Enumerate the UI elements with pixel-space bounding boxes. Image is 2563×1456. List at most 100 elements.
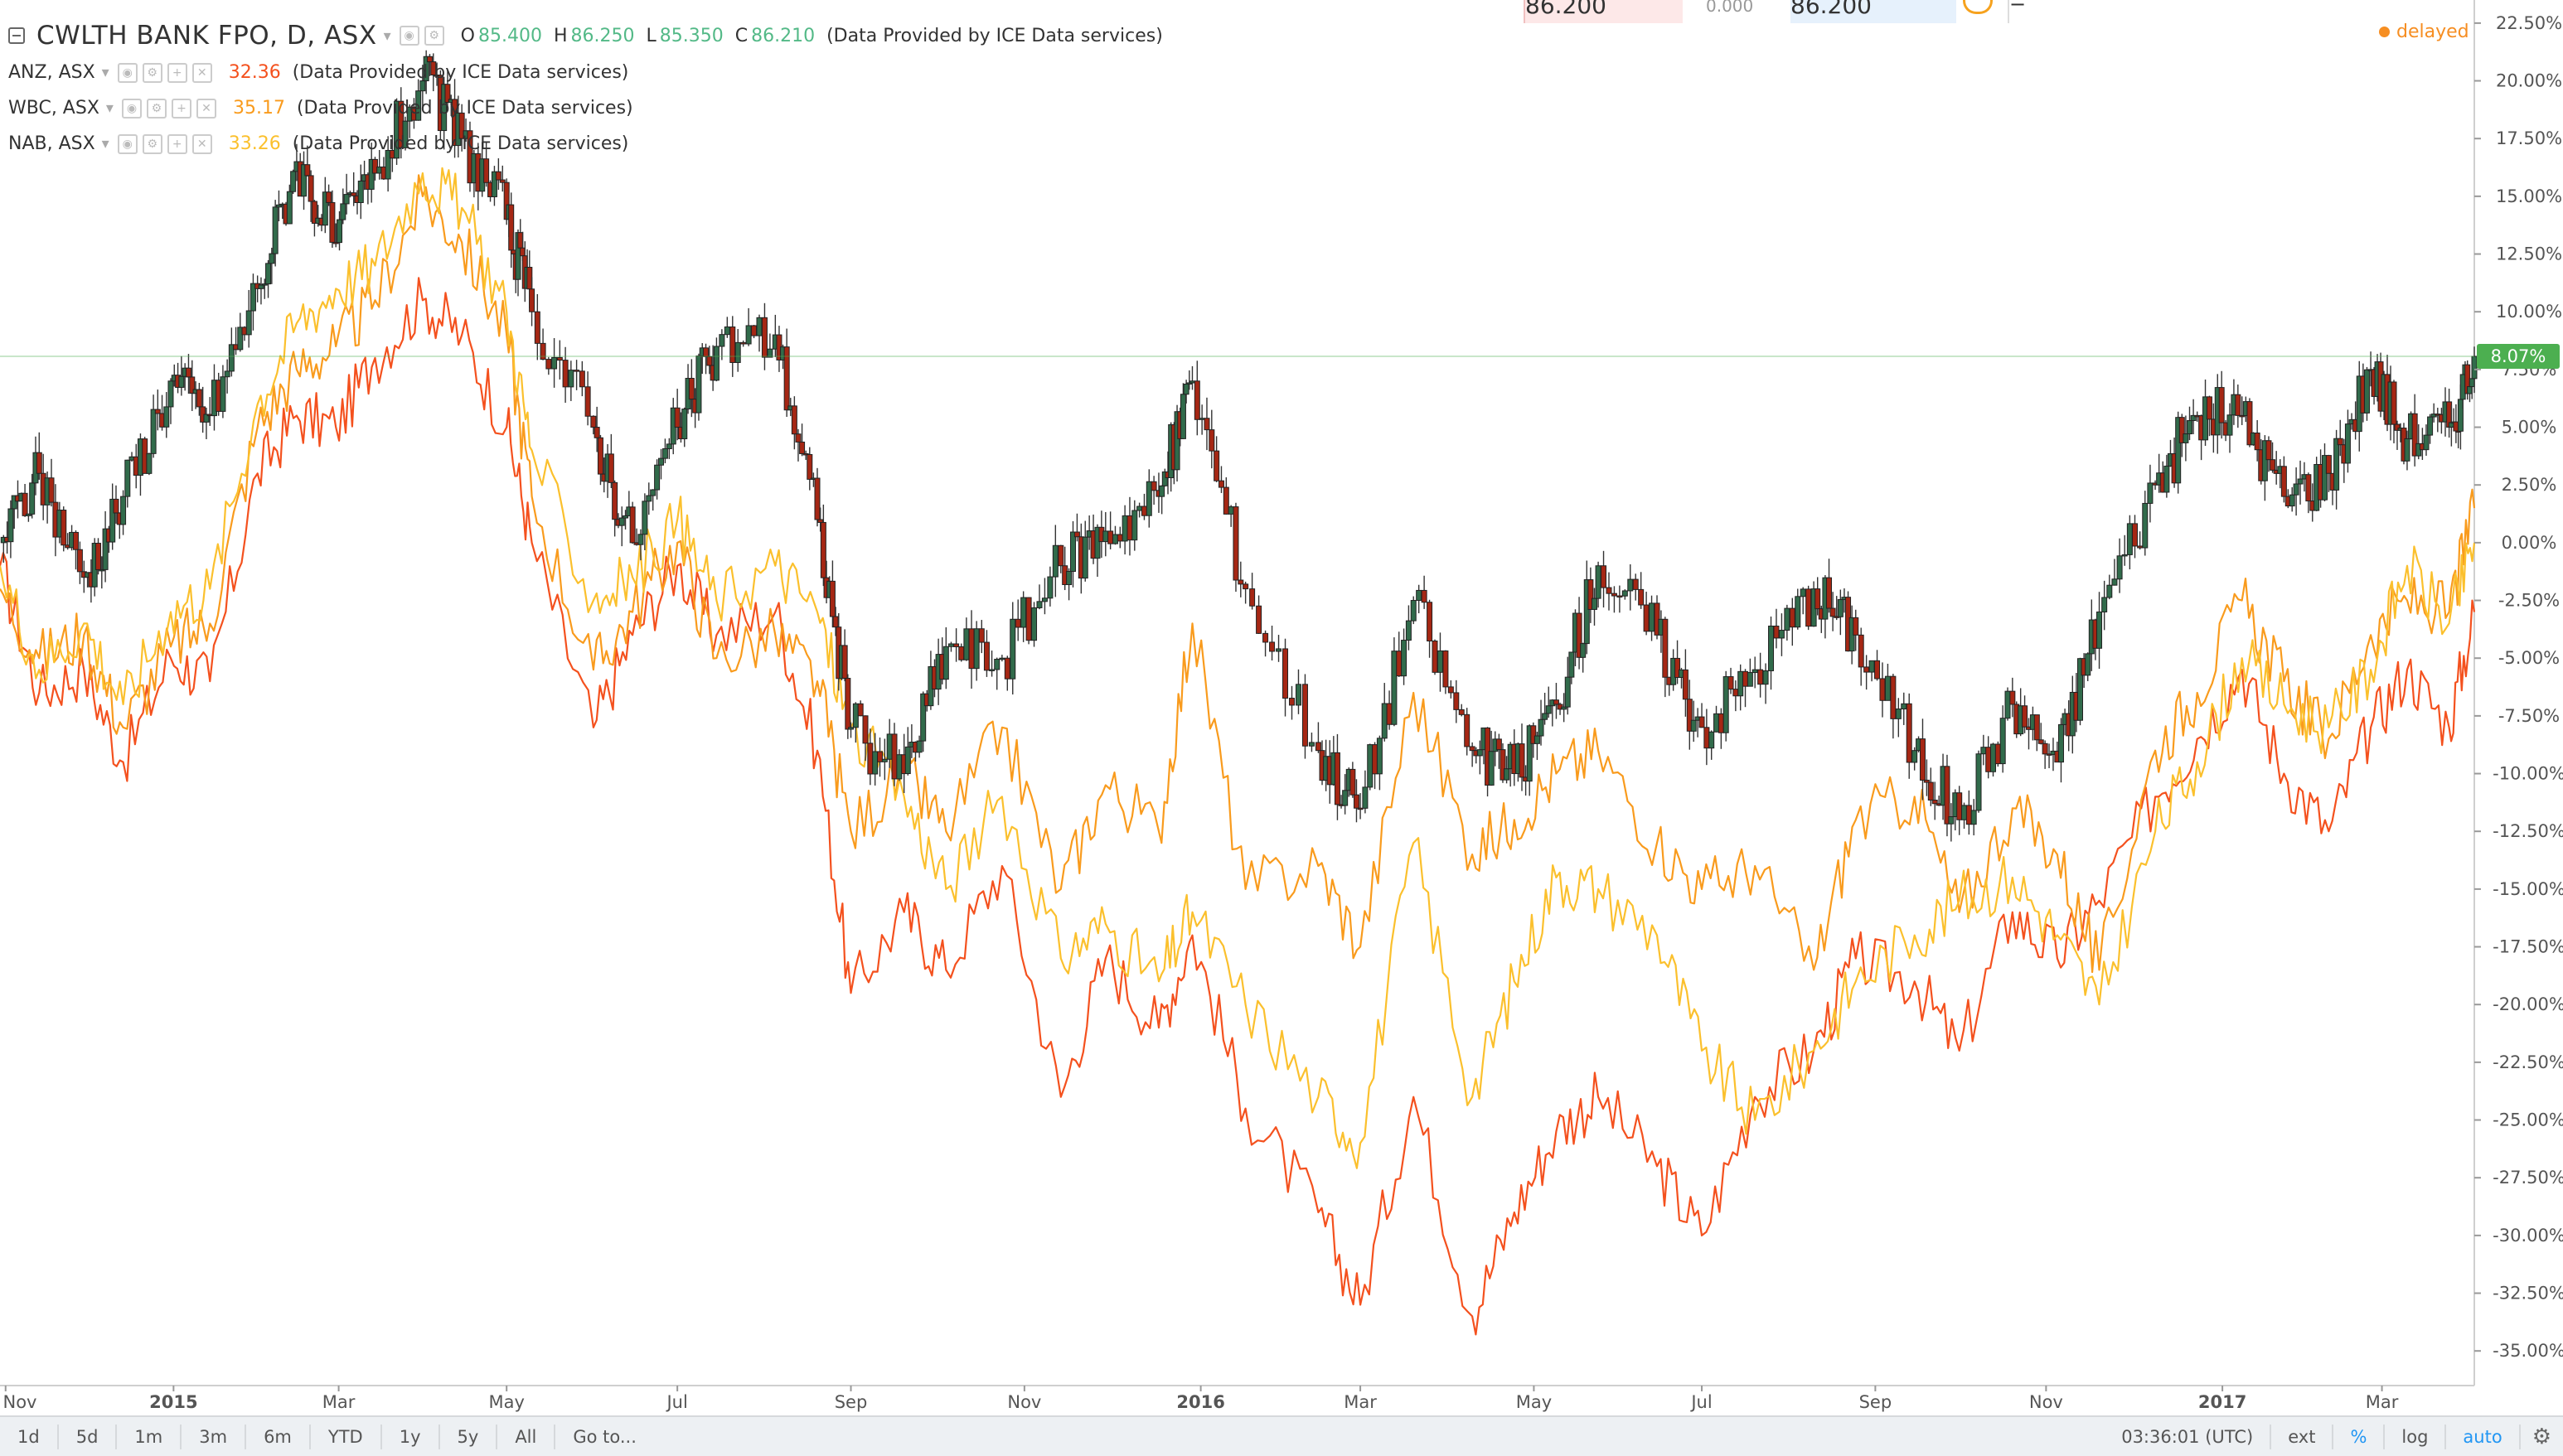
candle <box>958 643 965 662</box>
sell-price[interactable]: 86.200 <box>1524 0 1683 23</box>
candle <box>371 157 378 181</box>
candle <box>942 626 949 689</box>
candle <box>2293 467 2299 516</box>
gear-icon[interactable]: ⚙ <box>142 62 162 83</box>
range-1m-button[interactable]: 1m <box>117 1424 182 1449</box>
candle <box>767 333 773 358</box>
candle <box>1789 597 1795 646</box>
main-series-legend: CWLTH BANK FPO, D, ASX ▾ ◉ ⚙ O 85.400 H … <box>8 17 1163 55</box>
data-source: (Data Provided by ICE Data services) <box>826 25 1163 46</box>
candle <box>1238 561 1244 597</box>
candle <box>2163 454 2170 498</box>
candle <box>1082 520 1088 582</box>
compare-symbol[interactable]: ANZ, ASX <box>8 62 95 83</box>
candle <box>551 338 558 388</box>
gear-icon[interactable]: ⚙ <box>142 133 162 154</box>
log-toggle[interactable]: log <box>2383 1424 2444 1449</box>
range-1d-button[interactable]: 1d <box>0 1424 59 1449</box>
candle <box>623 510 629 530</box>
x-tick-label: Mar <box>1344 1392 1377 1412</box>
status-dot-icon <box>2379 27 2390 37</box>
gear-icon[interactable]: ⚙ <box>146 98 167 119</box>
compare-symbol[interactable]: NAB, ASX <box>8 133 95 154</box>
candle <box>1262 630 1269 657</box>
plus-icon[interactable]: + <box>167 62 187 83</box>
range-5d-button[interactable]: 5d <box>59 1424 118 1449</box>
candle <box>1107 511 1114 549</box>
price-axis: 22.50%20.00%17.50%15.00%12.50%10.00%7.50… <box>2474 13 2563 1361</box>
candle <box>2254 419 2260 462</box>
candle <box>2226 403 2233 453</box>
eye-icon[interactable]: ◉ <box>399 26 419 46</box>
candle <box>814 467 821 527</box>
candle <box>2333 429 2340 510</box>
candle <box>25 513 31 522</box>
chevron-down-icon[interactable]: ▾ <box>105 99 114 117</box>
compare-symbol[interactable]: WBC, ASX <box>8 98 99 119</box>
chevron-down-icon[interactable]: ▾ <box>101 64 109 81</box>
candle <box>48 458 55 507</box>
candle <box>167 378 174 424</box>
eye-icon[interactable]: ◉ <box>117 62 138 83</box>
main-series-title[interactable]: CWLTH BANK FPO, D, ASX <box>36 21 377 51</box>
x-tick-label: Mar <box>2366 1392 2399 1412</box>
candle <box>1632 573 1639 601</box>
range-6m-button[interactable]: 6m <box>246 1424 311 1449</box>
candle <box>2131 515 2138 559</box>
candle <box>1405 605 1412 651</box>
candle <box>337 210 343 251</box>
plus-icon[interactable]: + <box>171 98 191 119</box>
percent-toggle[interactable]: % <box>2332 1424 2383 1449</box>
range-ytd-button[interactable]: YTD <box>311 1424 382 1449</box>
eye-icon[interactable]: ◉ <box>121 98 142 119</box>
plus-icon[interactable]: + <box>167 133 187 154</box>
auto-toggle[interactable]: auto <box>2444 1424 2518 1449</box>
candle <box>534 293 540 360</box>
candle <box>1031 602 1038 647</box>
settings-gear-icon[interactable]: ⚙ <box>2518 1424 2563 1449</box>
candle <box>1576 597 1582 670</box>
eye-icon[interactable]: ◉ <box>117 133 138 154</box>
candle <box>1204 397 1210 451</box>
order-icon[interactable] <box>1963 0 1993 14</box>
candle <box>1276 635 1282 662</box>
candle <box>661 438 668 463</box>
goto-button[interactable]: Go to... <box>573 1426 637 1447</box>
candle <box>2289 486 2295 512</box>
close-icon[interactable]: ✕ <box>191 133 212 154</box>
candle <box>2235 385 2241 428</box>
minimize-button[interactable]: − <box>2008 0 2037 23</box>
order-panel[interactable]: 86.200 0.000 86.200 − <box>1499 0 2039 25</box>
x-tick-label: 2017 <box>2198 1392 2246 1412</box>
candle <box>1682 649 1688 717</box>
range-all-button[interactable]: All <box>497 1424 556 1449</box>
clock-time[interactable]: 03:36:01 (UTC) <box>2121 1426 2254 1447</box>
close-icon[interactable]: ✕ <box>196 98 216 119</box>
candle <box>545 356 552 375</box>
range-5y-button[interactable]: 5y <box>440 1424 498 1449</box>
close-icon[interactable]: ✕ <box>191 62 212 83</box>
candle <box>608 433 614 489</box>
candle <box>1004 655 1010 691</box>
candle <box>265 259 272 298</box>
candle <box>1416 584 1422 614</box>
candle <box>920 691 927 752</box>
grid <box>0 0 2475 1386</box>
candle <box>1070 520 1077 588</box>
chevron-down-icon[interactable]: ▾ <box>383 27 391 45</box>
candle <box>2009 677 2016 718</box>
candle <box>2404 430 2410 471</box>
chevron-down-icon[interactable]: ▾ <box>101 135 109 152</box>
range-3m-button[interactable]: 3m <box>182 1424 247 1449</box>
buy-price[interactable]: 86.200 <box>1790 0 1956 23</box>
candle <box>1141 493 1147 520</box>
candle <box>2265 436 2272 472</box>
gear-icon[interactable]: ⚙ <box>424 26 444 46</box>
range-1y-button[interactable]: 1y <box>382 1424 440 1449</box>
ext-toggle[interactable]: ext <box>2270 1424 2332 1449</box>
collapse-legend-button[interactable] <box>8 27 25 44</box>
candle <box>2147 464 2154 523</box>
candle <box>584 371 591 426</box>
candle <box>340 188 346 225</box>
price-chart[interactable]: 22.50%20.00%17.50%15.00%12.50%10.00%7.50… <box>0 0 2563 1415</box>
